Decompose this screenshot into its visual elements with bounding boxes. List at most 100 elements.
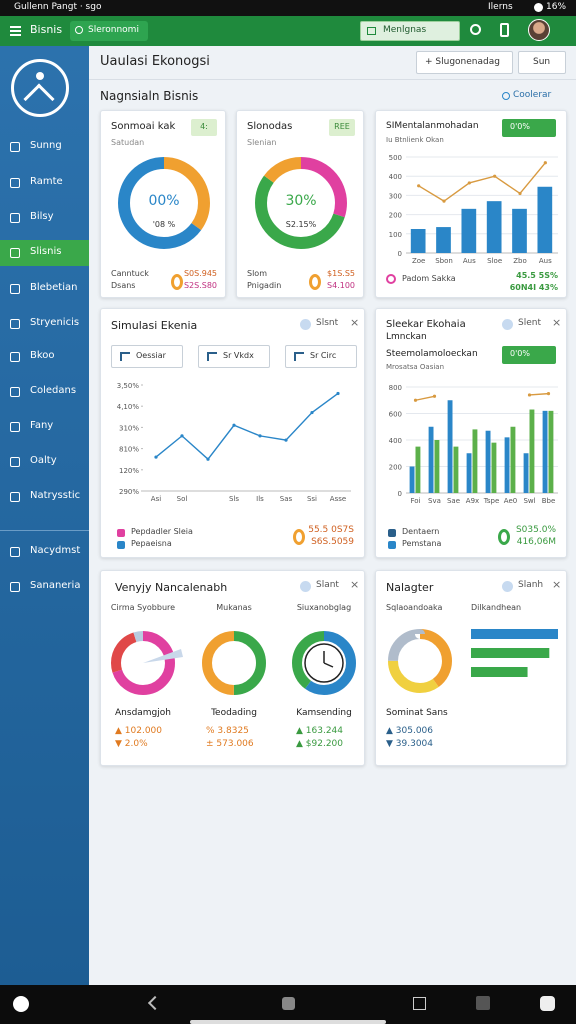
menu-icon-line [10, 34, 21, 36]
filter-button[interactable]: Sr Circ [285, 345, 357, 368]
sidebar-icon [10, 284, 20, 294]
card-subtitle: Iu Btnlienk Okan [386, 136, 444, 144]
card-title: Sleekar Ekohaia [386, 319, 466, 330]
close-icon[interactable]: × [552, 578, 562, 591]
sidebar-item[interactable]: Ramte [0, 170, 89, 196]
y-tick-label: 400 [389, 437, 402, 445]
donut-segment [118, 157, 210, 249]
close-icon[interactable]: × [552, 316, 562, 329]
figure-ring [498, 529, 510, 545]
close-icon[interactable]: × [350, 316, 360, 329]
card-subtitle: Satudan [111, 138, 145, 147]
sidebar-label: Ramte [30, 176, 63, 187]
x-tick-label: Sae [447, 497, 460, 505]
sidebar-label: Coledans [30, 385, 77, 396]
column-label: Sominat Sans [386, 708, 448, 718]
sidebar-item[interactable]: Sananeria [0, 574, 89, 600]
sidebar-item[interactable]: Bilsy [0, 205, 89, 231]
sidebar-item[interactable]: Oalty [0, 449, 89, 475]
y-tick-label: 3,50% [117, 382, 140, 390]
donut-segment [111, 631, 175, 695]
sidebar-item[interactable]: Slisnis [0, 240, 89, 266]
nav-home[interactable] [13, 996, 29, 1012]
filter-button[interactable]: Oessiar [111, 345, 183, 368]
x-tick-label: A9x [466, 497, 479, 505]
h-bar [471, 667, 528, 677]
column-header: Cirma Syobbure [110, 603, 176, 612]
x-tick-label: Sva [428, 497, 441, 505]
search-icon [75, 26, 83, 34]
bar [504, 437, 510, 493]
nav-close[interactable] [413, 997, 426, 1010]
h-bar [471, 629, 558, 639]
chart-svg [255, 157, 347, 249]
sidebar-item[interactable]: Stryenicis [0, 311, 89, 337]
sidebar-item[interactable]: Nacydmst [0, 539, 89, 565]
sidebar-label: Bilsy [30, 211, 54, 222]
section-link: Coolerar [513, 90, 552, 100]
bar [472, 429, 478, 493]
nav-tab[interactable] [476, 996, 490, 1010]
figure: 416,06M [516, 537, 556, 547]
x-tick-label: Asi [151, 495, 161, 503]
bar [491, 442, 497, 493]
card-title: Nalagter [386, 581, 434, 594]
y-tick-label: 310% [119, 424, 139, 432]
sidebar-label: Blebetian [30, 282, 78, 293]
sidebar-item[interactable]: Blebetian [0, 276, 89, 302]
app-bar: Bisnis Sleronnomi Menlgnas [0, 16, 576, 46]
carrier: Ilerns [488, 2, 513, 12]
button-text: Sr Circ [310, 351, 337, 360]
badge: REE [329, 119, 355, 136]
sidebar-icon [10, 213, 20, 223]
logo [11, 59, 69, 117]
status-bar: Gullenn Pangt · sgo Ilerns 16% [0, 0, 576, 16]
sidebar-label: Bkoo [30, 350, 55, 361]
bar [510, 426, 516, 493]
menu-icon-line [10, 30, 21, 32]
bar [486, 201, 502, 253]
badge-text: 0'0% [510, 122, 530, 131]
sidebar-item[interactable]: Bkoo [0, 344, 89, 370]
card: Venyjy Nancalenabh Slant × Cirma Syobbure An… [100, 570, 365, 766]
card: SIMentalanmohadan 0'0% Iu Btnlienk Okan 0 10… [375, 110, 567, 298]
figure: ▲ 305.006 [386, 726, 433, 736]
filter-button[interactable]: Sr Vkdx [198, 345, 270, 368]
run-button[interactable]: Sun [518, 51, 566, 74]
menu-text: Menlgnas [383, 25, 427, 35]
bar [548, 410, 554, 493]
card: Nalagter Slanh × Sqlaoandoaka Dilkandhean Som… [375, 570, 567, 766]
card-subtitle: Steemolamoloeckan [386, 349, 478, 359]
bar [410, 229, 426, 253]
button-text: Sr Vkdx [223, 351, 254, 360]
donut-segment [202, 631, 266, 695]
status-left: Gullenn Pangt · sgo [14, 2, 102, 12]
legend-text: Slom [247, 269, 267, 278]
close-icon[interactable]: × [350, 578, 360, 591]
donut-segment [388, 629, 452, 693]
search-action[interactable] [470, 24, 481, 35]
x-tick-label: Swl [523, 497, 535, 505]
nav-back[interactable] [147, 995, 163, 1011]
menu-button[interactable]: Menlgnas [360, 21, 460, 41]
share-action[interactable] [500, 23, 509, 37]
nav-recent[interactable] [282, 997, 295, 1010]
bar [529, 409, 535, 493]
add-button[interactable]: + Slugonenadag [416, 51, 513, 74]
nav-app[interactable] [540, 996, 555, 1011]
tag-dot [502, 581, 513, 592]
sidebar-item[interactable]: Sunng [0, 134, 89, 160]
figure: ▼ 39.3004 [386, 739, 433, 749]
search-box[interactable]: Sleronnomi [70, 21, 148, 41]
sidebar-item[interactable]: Fany [0, 414, 89, 440]
avatar[interactable] [528, 19, 550, 41]
sidebar-item[interactable]: Coledans [0, 379, 89, 405]
donut-sub: '08 % [152, 220, 176, 229]
y-tick-label: 500 [389, 154, 402, 162]
card-title: Slonodas [247, 121, 293, 132]
card: Sleekar Ekohaia Lmnckan Slent × Steemolamolo… [375, 308, 567, 558]
sidebar-item[interactable]: Natrysstic [0, 484, 89, 510]
sidebar-label: Slisnis [30, 246, 62, 257]
y-tick-label: 200 [389, 212, 402, 220]
x-tick-label: Zbo [513, 257, 527, 265]
